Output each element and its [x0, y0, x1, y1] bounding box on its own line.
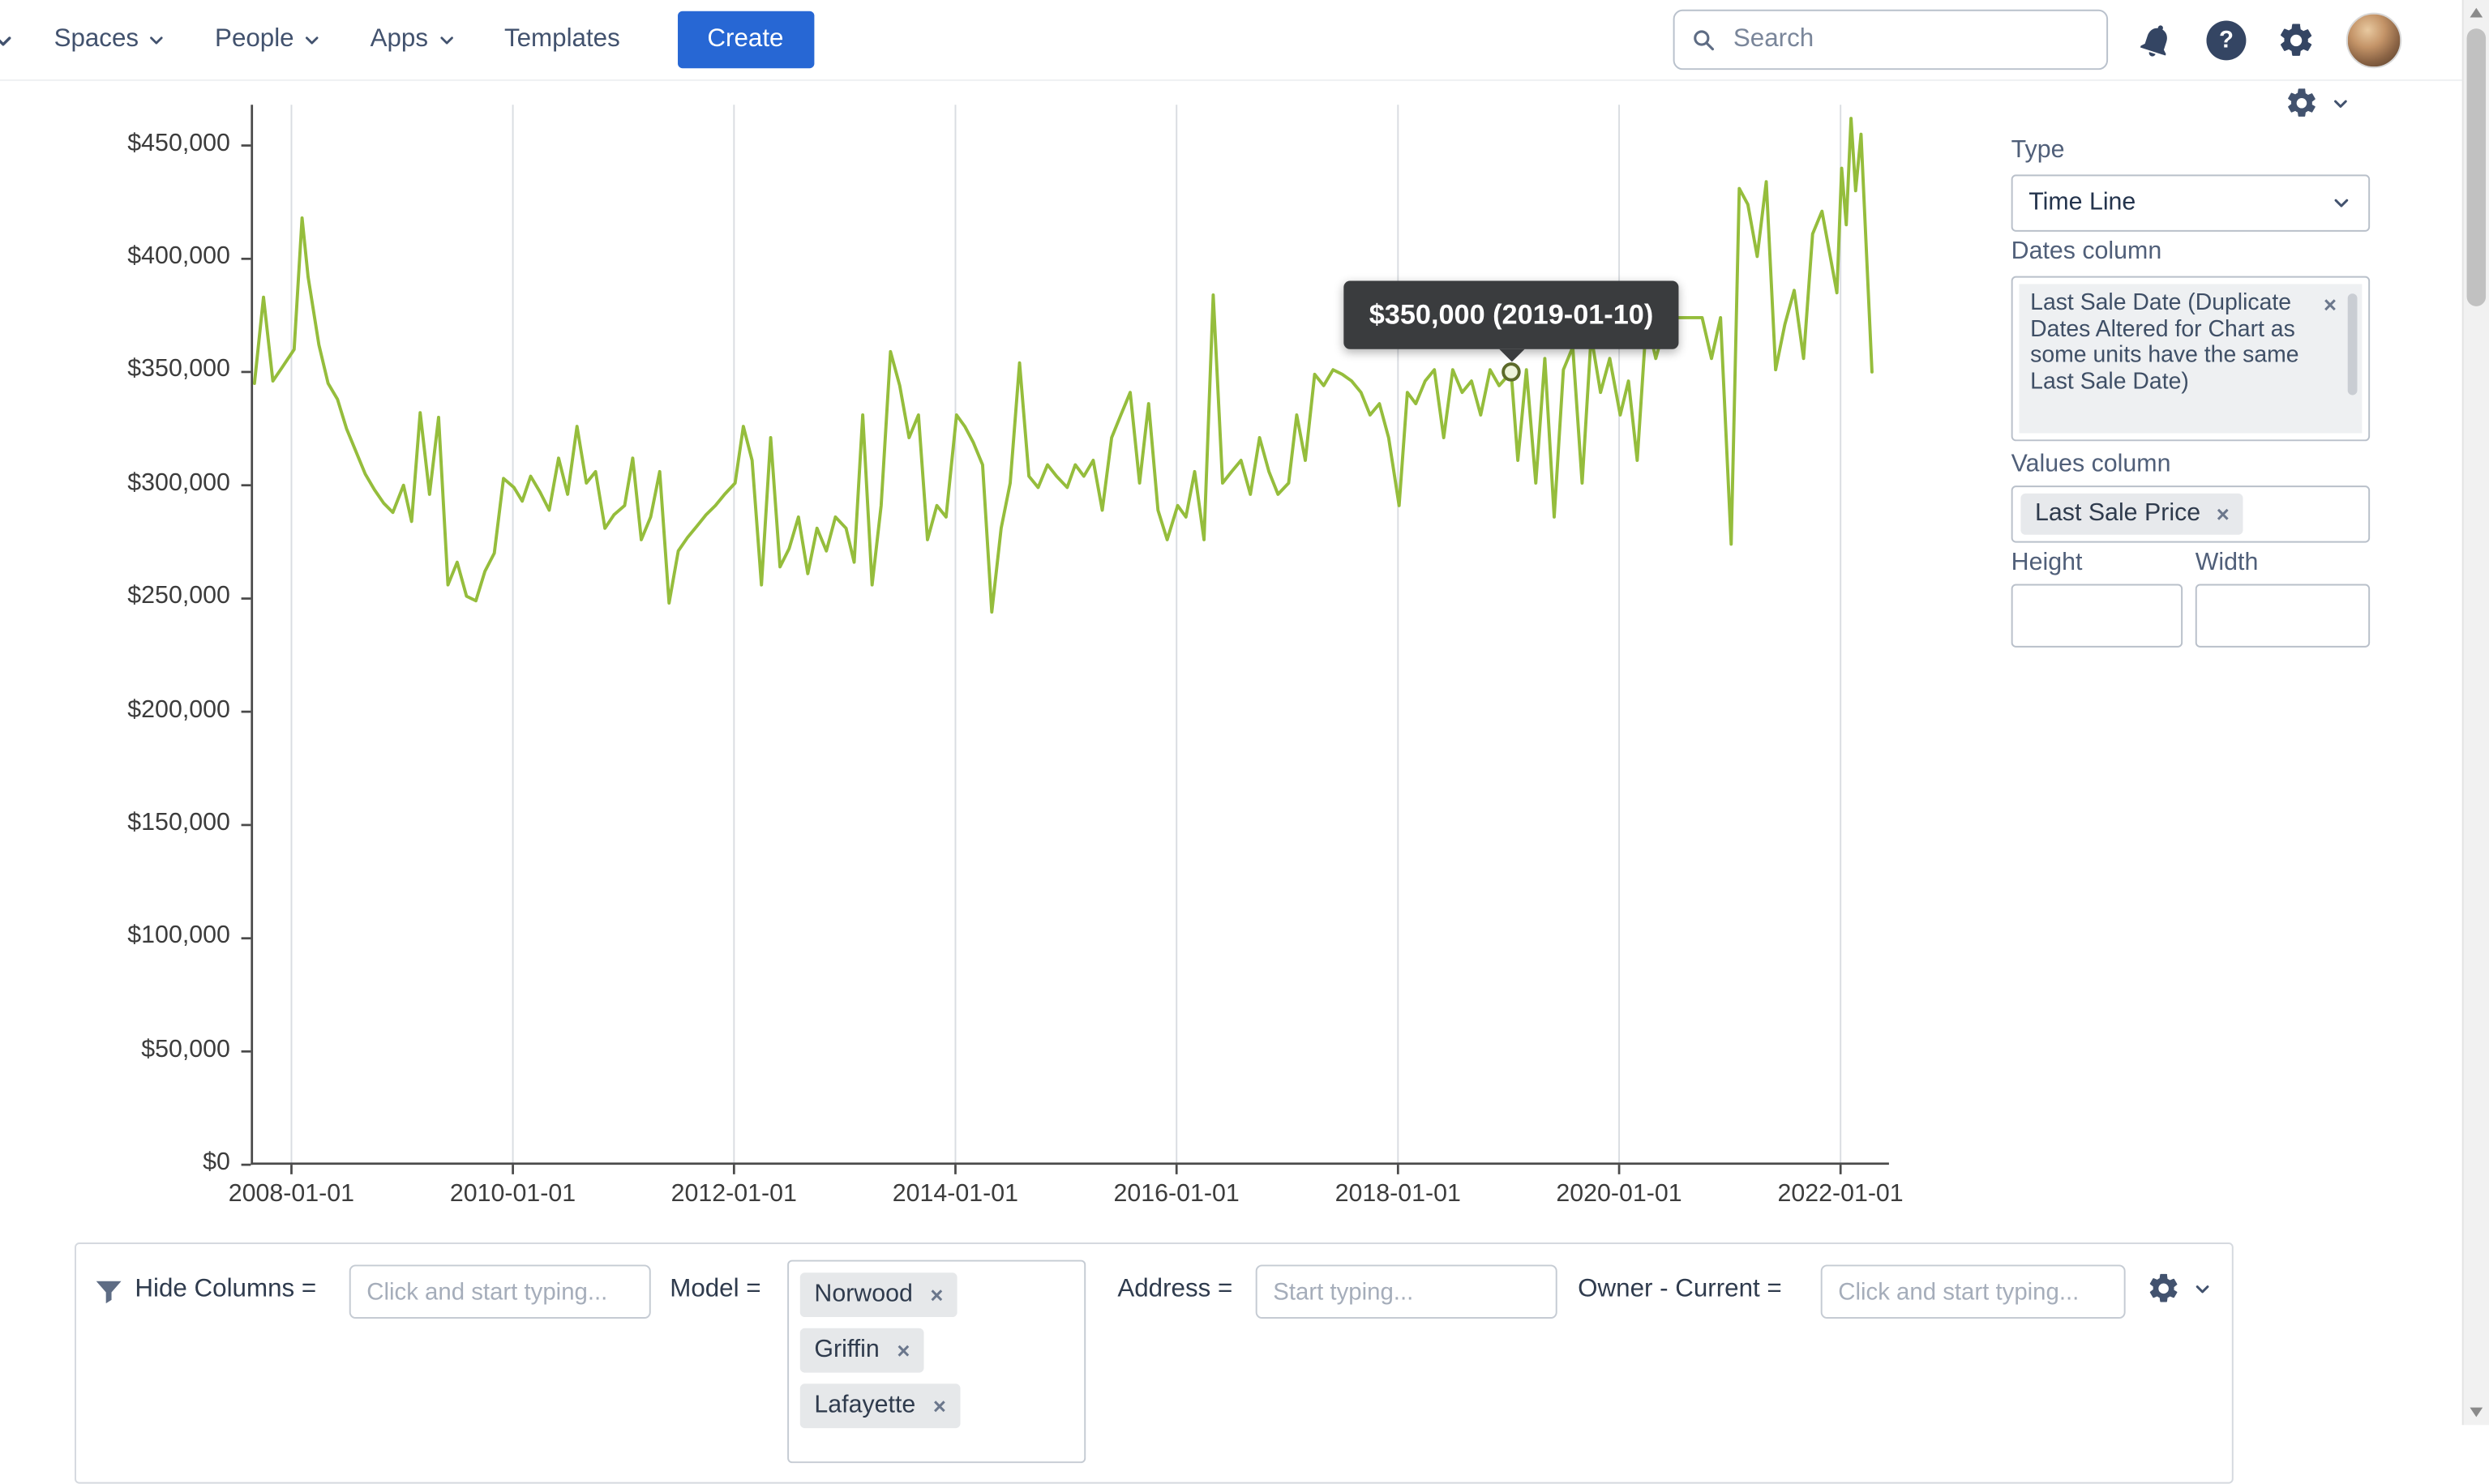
model-filter-box[interactable]: Norwood × Griffin × Lafayette ×	[787, 1259, 1086, 1464]
width-label: Width	[2195, 549, 2259, 576]
chevron-down-icon[interactable]	[0, 28, 16, 53]
y-axis-tick-label: $200,000	[127, 695, 230, 723]
height-input[interactable]	[2011, 584, 2183, 648]
confluence-page: Spaces People Apps Templates Create ?	[0, 0, 2489, 1425]
line-chart[interactable]	[241, 105, 1889, 1174]
x-axis-tick-label: 2020-01-01	[1556, 1180, 1682, 1208]
search-input[interactable]	[1729, 24, 2091, 56]
app-header: Spaces People Apps Templates Create ?	[0, 0, 2462, 81]
token-label: Griffin	[814, 1336, 880, 1363]
settings-button[interactable]	[2273, 17, 2320, 63]
remove-values-column-icon[interactable]: ×	[2216, 501, 2230, 528]
x-axis-tick-label: 2018-01-01	[1334, 1180, 1461, 1208]
chevron-down-icon	[2334, 99, 2347, 107]
token-label: Lafayette	[814, 1392, 916, 1419]
arrow-up-icon	[2470, 7, 2483, 18]
nav-spaces-label: Spaces	[54, 25, 139, 53]
nav-templates-label: Templates	[503, 25, 620, 53]
x-axis-tick-label: 2014-01-01	[892, 1180, 1018, 1208]
chart-settings-button[interactable]	[2281, 83, 2354, 124]
model-label: Model =	[670, 1276, 761, 1303]
y-axis-tick-label: $350,000	[127, 356, 230, 383]
y-axis-tick-label: $0	[203, 1148, 230, 1176]
nav-spaces[interactable]: Spaces	[51, 16, 171, 64]
y-axis-tick-label: $450,000	[127, 129, 230, 157]
values-column-token: Last Sale Price ×	[2020, 493, 2244, 535]
type-select-value: Time Line	[2028, 188, 2136, 216]
owner-current-input[interactable]	[1820, 1264, 2126, 1319]
chevron-down-icon	[306, 36, 319, 44]
nav-apps[interactable]: Apps	[367, 16, 460, 64]
dates-column-value: Last Sale Date (Duplicate Dates Altered …	[2030, 290, 2299, 395]
x-axis-tick-label: 2022-01-01	[1777, 1180, 1904, 1208]
table-filter-bar: Hide Columns = Model = Norwood×Griffin×L…	[75, 1242, 2234, 1484]
address-label: Address =	[1117, 1276, 1233, 1303]
model-filter-token: Griffin ×	[799, 1328, 924, 1373]
scrollbar-thumb[interactable]	[2347, 293, 2358, 396]
type-select[interactable]: Time Line	[2011, 174, 2371, 232]
notifications-button[interactable]	[2133, 17, 2179, 63]
scroll-up-button[interactable]	[2464, 0, 2489, 25]
width-input[interactable]	[2195, 584, 2371, 648]
help-button[interactable]: ?	[2204, 17, 2250, 63]
type-label: Type	[2011, 136, 2065, 164]
remove-token-icon[interactable]: ×	[930, 1281, 944, 1308]
nav-templates[interactable]: Templates	[501, 16, 623, 64]
funnel-icon	[96, 1281, 122, 1304]
nav-people[interactable]: People	[212, 16, 326, 64]
scroll-down-button[interactable]	[2464, 1400, 2489, 1425]
x-axis-tick-label: 2010-01-01	[449, 1180, 576, 1208]
y-axis-tick-label: $250,000	[127, 582, 230, 610]
user-avatar	[2345, 11, 2402, 68]
gear-icon	[2288, 88, 2315, 117]
y-axis-tick-label: $400,000	[127, 242, 230, 270]
x-axis-tick-label: 2012-01-01	[670, 1180, 797, 1208]
filter-settings-button[interactable]	[2143, 1268, 2216, 1309]
owner-current-label: Owner - Current =	[1578, 1276, 1782, 1303]
y-axis-tick-label: $50,000	[141, 1035, 230, 1063]
address-input[interactable]	[1255, 1264, 1557, 1319]
hide-columns-label: Hide Columns =	[135, 1276, 317, 1303]
y-axis-tick-label: $100,000	[127, 922, 230, 950]
gear-icon	[2149, 1273, 2178, 1302]
search-icon	[1694, 30, 1715, 51]
chart-tooltip: $350,000 (2019-01-10)	[1343, 281, 1679, 350]
scrollbar-thumb[interactable]	[2466, 28, 2487, 306]
vertical-scrollbar[interactable]	[2461, 0, 2489, 1426]
remove-token-icon[interactable]: ×	[932, 1393, 946, 1419]
remove-token-icon[interactable]: ×	[897, 1337, 910, 1363]
height-label: Height	[2011, 549, 2083, 576]
chevron-down-icon	[439, 36, 453, 44]
help-icon: ?	[2206, 19, 2247, 60]
dates-column-label: Dates column	[2011, 237, 2162, 265]
x-axis-tick-label: 2008-01-01	[228, 1180, 355, 1208]
chevron-down-icon	[2334, 199, 2349, 207]
dates-column-box[interactable]: Last Sale Date (Duplicate Dates Altered …	[2011, 276, 2371, 442]
values-column-value: Last Sale Price	[2035, 499, 2201, 528]
arrow-down-icon	[2470, 1407, 2483, 1418]
nav-people-label: People	[215, 25, 294, 53]
gear-icon	[2280, 23, 2312, 55]
y-axis-tick-label: $300,000	[127, 469, 230, 497]
values-column-box[interactable]: Last Sale Price ×	[2011, 485, 2371, 543]
search-box	[1673, 9, 2109, 71]
chevron-down-icon	[150, 36, 164, 44]
values-column-label: Values column	[2011, 451, 2171, 478]
dates-column-token: Last Sale Date (Duplicate Dates Altered …	[2019, 284, 2363, 434]
nav-apps-label: Apps	[370, 25, 428, 53]
y-axis-tick-label: $150,000	[127, 809, 230, 836]
hide-columns-input[interactable]	[349, 1264, 651, 1319]
header-icons: ?	[2133, 9, 2405, 71]
model-filter-token: Lafayette ×	[799, 1383, 961, 1429]
create-button[interactable]: Create	[677, 11, 814, 69]
x-axis-tick-label: 2016-01-01	[1113, 1180, 1240, 1208]
model-filter-token: Norwood ×	[799, 1272, 958, 1318]
token-label: Norwood	[814, 1281, 913, 1308]
tooltip-label: $350,000 (2019-01-10)	[1369, 298, 1654, 331]
remove-dates-column-icon[interactable]: ×	[2323, 292, 2337, 318]
chevron-down-icon	[2196, 1285, 2209, 1293]
bell-icon	[2140, 24, 2167, 56]
profile-button[interactable]	[2343, 9, 2405, 71]
